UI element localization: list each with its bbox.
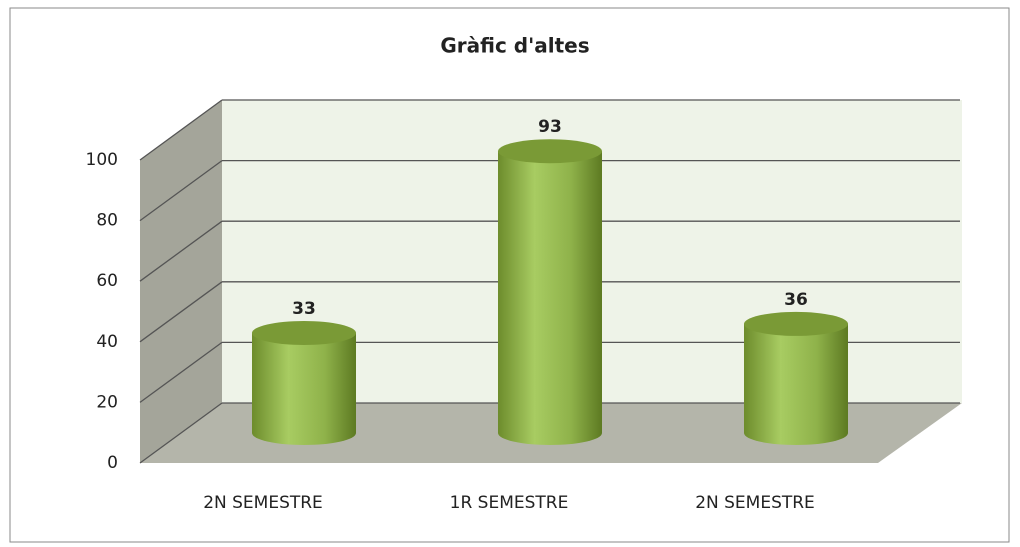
side-grid-line [139, 281, 223, 343]
bar-top [252, 321, 356, 346]
bar [744, 323, 848, 445]
y-tick-label: 40 [96, 332, 118, 352]
bar [498, 151, 602, 445]
value-label: 33 [292, 299, 316, 319]
x-tick-label: 1R SEMESTRE [450, 493, 569, 513]
value-label: 36 [784, 290, 808, 310]
side-grid-line [139, 341, 223, 403]
chart-title: Gràfic d'altes [440, 34, 589, 58]
y-tick-label: 80 [96, 211, 118, 231]
value-label: 93 [538, 117, 562, 137]
x-tick-label: 2N SEMESTRE [695, 493, 815, 513]
bar-top [744, 311, 848, 336]
y-tick-label: 20 [96, 392, 118, 412]
side-wall [140, 100, 222, 463]
side-grid-line [139, 402, 223, 464]
bar [252, 333, 356, 445]
side-grid-line [139, 220, 223, 282]
y-tick-label: 100 [86, 150, 118, 170]
side-grid-line [139, 160, 223, 222]
y-tick-label: 60 [96, 271, 118, 291]
bar-top [498, 139, 602, 164]
side-grid-line [139, 99, 223, 161]
y-tick-label: 0 [107, 453, 118, 473]
x-tick-label: 2N SEMESTRE [203, 493, 323, 513]
